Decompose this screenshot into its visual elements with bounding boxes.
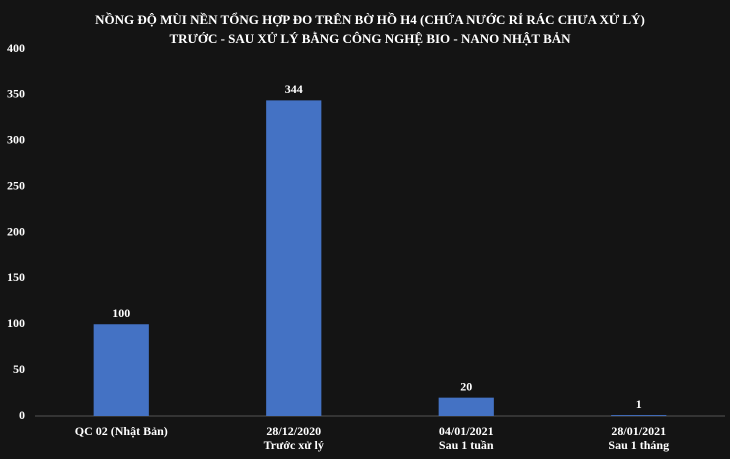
y-tick-label: 250 (7, 178, 25, 192)
x-tick-label: 28/12/2020 (266, 424, 321, 438)
value-label: 20 (460, 379, 472, 393)
chart-title: NỒNG ĐỘ MÙI NỀN TỔNG HỢP ĐO TRÊN BỜ HỒ H… (95, 12, 645, 27)
y-tick-label: 100 (7, 316, 25, 330)
y-tick-label: 50 (13, 362, 25, 376)
x-tick-label: 28/01/2021 (611, 424, 666, 438)
y-tick-label: 300 (7, 133, 25, 147)
x-tick-label: QC 02 (Nhật Bản) (75, 424, 168, 438)
value-label: 344 (285, 82, 303, 96)
y-tick-label: 350 (7, 87, 25, 101)
y-tick-label: 0 (19, 408, 25, 422)
bar (93, 324, 149, 416)
x-tick-label: Sau 1 tuần (439, 438, 494, 452)
value-label: 1 (636, 397, 642, 411)
y-tick-label: 400 (7, 41, 25, 55)
x-tick-label: Trước xử lý (264, 438, 324, 452)
chart-subtitle: TRƯỚC - SAU XỬ LÝ BẰNG CÔNG NGHỆ BIO - N… (169, 31, 571, 46)
bar (611, 415, 667, 416)
bar (438, 397, 494, 416)
y-tick-label: 150 (7, 270, 25, 284)
bar (266, 100, 322, 416)
value-label: 100 (112, 306, 130, 320)
x-tick-label: 04/01/2021 (439, 424, 494, 438)
y-tick-label: 200 (7, 224, 25, 238)
x-tick-label: Sau 1 tháng (608, 438, 669, 452)
